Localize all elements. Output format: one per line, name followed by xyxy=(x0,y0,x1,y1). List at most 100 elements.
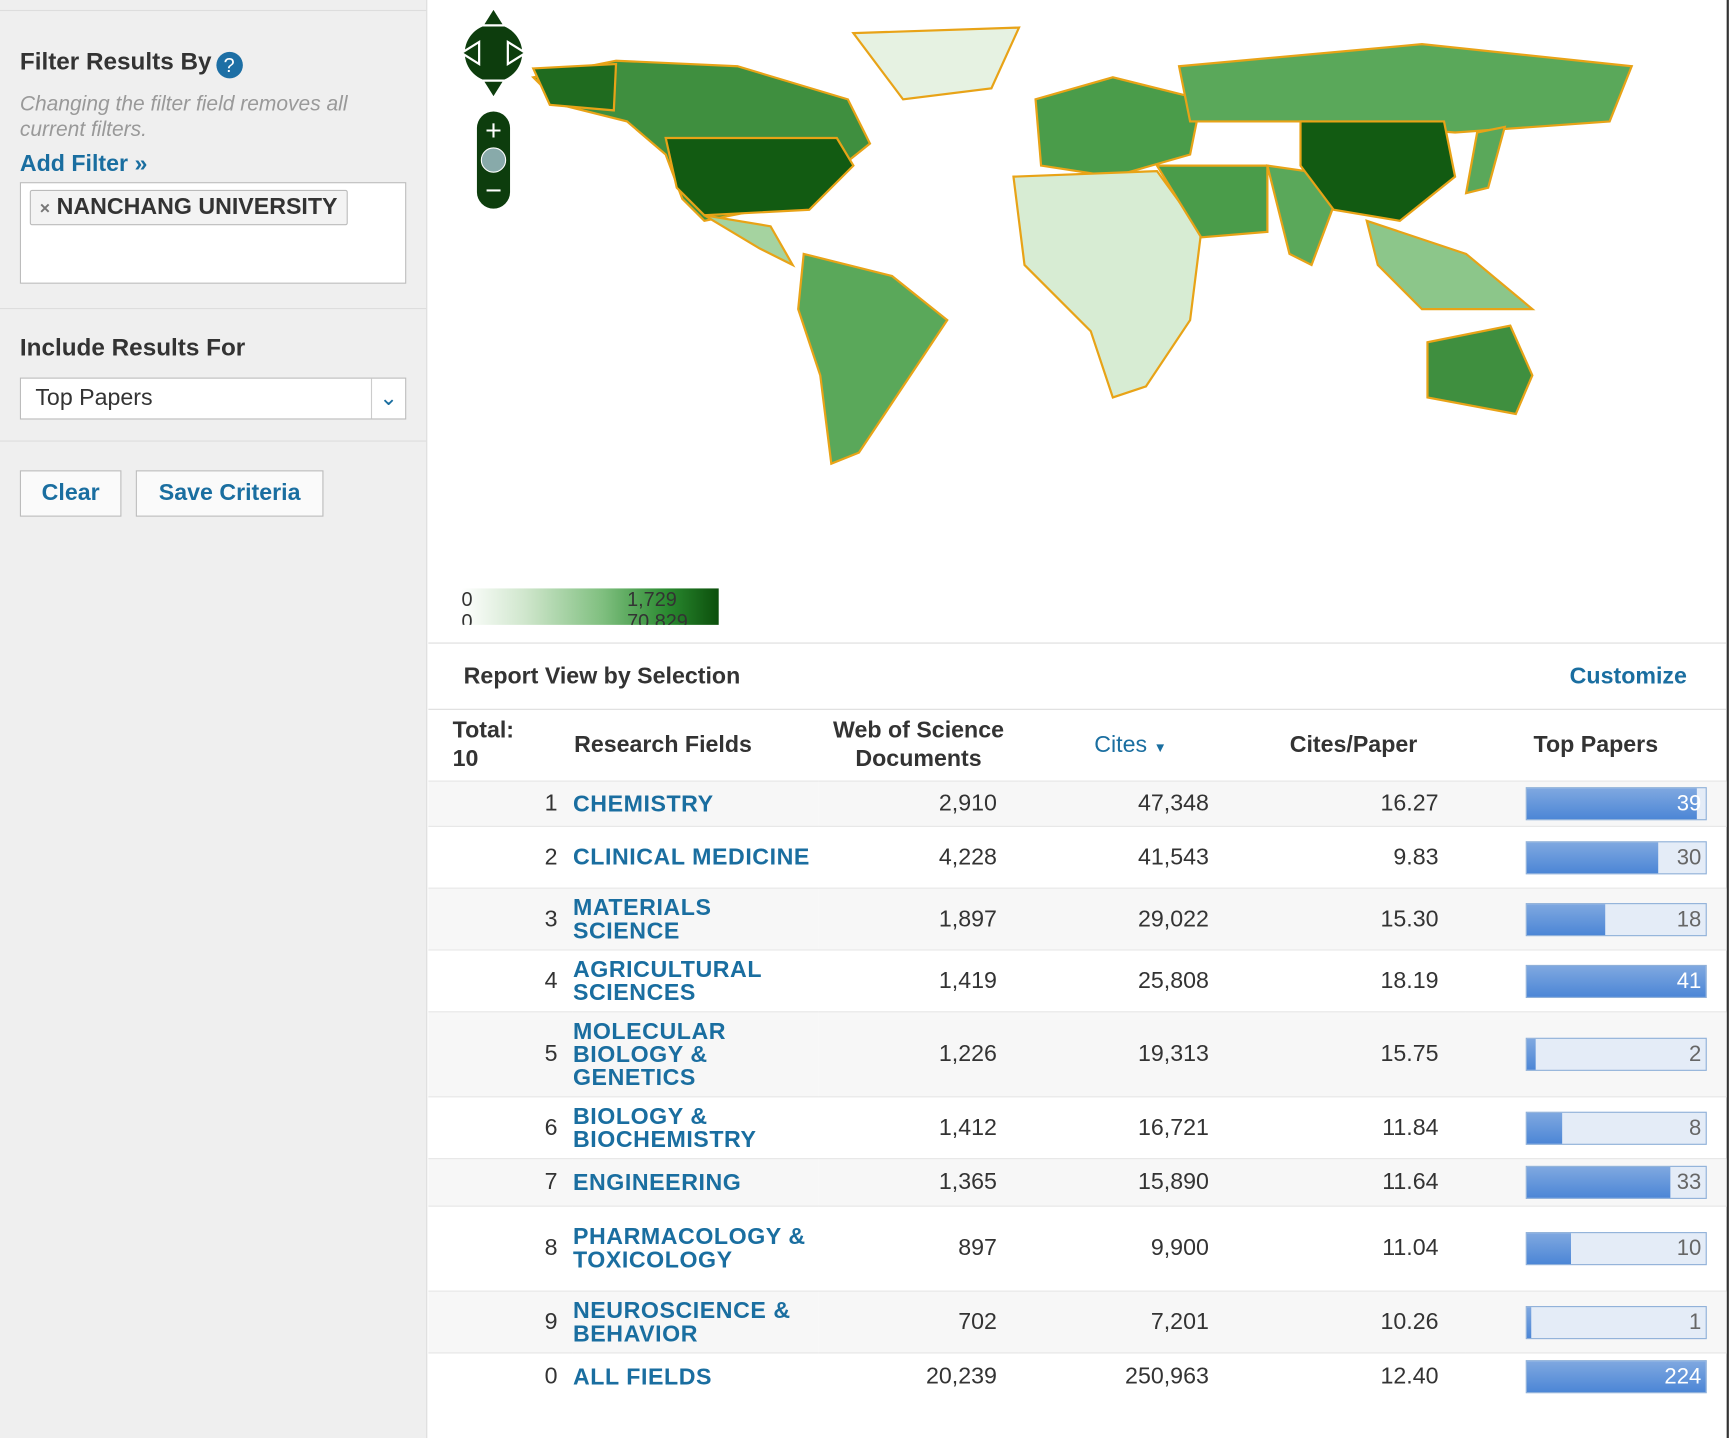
world-map[interactable]: + − 0 1,729 0 70,829 xyxy=(428,0,1727,644)
field-link[interactable]: MATERIALS SCIENCE xyxy=(572,887,819,950)
top-papers-cell[interactable]: 8 xyxy=(1465,1096,1727,1159)
header-docs[interactable]: Web of Science Documents xyxy=(833,717,1004,772)
top-papers-bar[interactable]: 8 xyxy=(1525,1111,1707,1145)
report-title: Report View by Selection xyxy=(463,663,741,689)
map-svg xyxy=(530,26,1634,466)
cites: 47,348 xyxy=(1018,780,1242,827)
sort-desc-icon: ▼ xyxy=(1153,739,1167,756)
header-top-papers[interactable]: Top Papers xyxy=(1533,731,1659,758)
top-papers-value: 2 xyxy=(1688,1042,1702,1067)
zoom-in-icon[interactable]: + xyxy=(485,115,502,147)
top-papers-value: 1 xyxy=(1688,1309,1702,1335)
usa xyxy=(664,136,855,217)
remove-icon[interactable]: × xyxy=(39,199,51,219)
header-fields[interactable]: Research Fields xyxy=(574,731,752,758)
pan-control[interactable] xyxy=(464,24,523,82)
include-select[interactable]: Top Papers ⌄ xyxy=(19,377,407,420)
field-link[interactable]: CHEMISTRY xyxy=(572,780,819,827)
cites-per-paper: 15.30 xyxy=(1242,887,1466,950)
docs: 2,910 xyxy=(818,780,1019,827)
field-link[interactable]: ENGINEERING xyxy=(572,1158,819,1207)
table-row: 7 ENGINEERING 1,365 15,890 11.64 33 xyxy=(428,1158,1727,1207)
help-icon[interactable]: ? xyxy=(215,51,243,79)
bar-fill xyxy=(1526,1361,1706,1393)
top-papers-bar[interactable]: 18 xyxy=(1525,902,1707,936)
cites: 16,721 xyxy=(1018,1096,1242,1159)
top-papers-bar[interactable]: 39 xyxy=(1525,787,1707,821)
field-link[interactable]: MOLECULAR BIOLOGY & GENETICS xyxy=(572,1011,819,1097)
top-papers-cell[interactable]: 224 xyxy=(1465,1352,1727,1401)
include-title: Include Results For xyxy=(19,333,246,362)
pan-left-icon[interactable] xyxy=(459,39,481,67)
rank: 6 xyxy=(428,1096,573,1159)
results-table: Total: 10 Research Fields Web of Science … xyxy=(428,710,1727,1401)
filter-box[interactable]: × NANCHANG UNIVERSITY xyxy=(19,181,407,284)
legend-max-2: 70,829 xyxy=(627,610,688,625)
europe xyxy=(1034,76,1203,178)
russia xyxy=(1177,43,1634,134)
top-papers-bar[interactable]: 1 xyxy=(1525,1305,1707,1339)
docs: 20,239 xyxy=(818,1352,1019,1401)
rank: 9 xyxy=(428,1290,573,1353)
top-papers-bar[interactable]: 33 xyxy=(1525,1165,1707,1199)
table-row: 5 MOLECULAR BIOLOGY & GENETICS 1,226 19,… xyxy=(428,1011,1727,1097)
map-controls[interactable]: + − xyxy=(459,3,528,213)
field-link[interactable]: CLINICAL MEDICINE xyxy=(572,825,819,889)
rank: 5 xyxy=(428,1011,573,1097)
zoom-out-icon[interactable]: − xyxy=(485,175,502,207)
top-papers-cell[interactable]: 2 xyxy=(1465,1011,1727,1097)
docs: 1,897 xyxy=(818,887,1019,950)
greenland xyxy=(851,26,1021,101)
globe-icon[interactable] xyxy=(480,147,507,173)
rank: 8 xyxy=(428,1205,573,1292)
filter-chip: × NANCHANG UNIVERSITY xyxy=(29,189,348,225)
cites-per-paper: 12.40 xyxy=(1242,1352,1466,1401)
top-papers-cell[interactable]: 39 xyxy=(1465,780,1727,827)
cites-per-paper: 9.83 xyxy=(1242,825,1466,889)
pan-down-icon[interactable] xyxy=(480,79,507,101)
save-criteria-button[interactable]: Save Criteria xyxy=(135,470,324,517)
docs: 702 xyxy=(818,1290,1019,1353)
clear-button[interactable]: Clear xyxy=(19,470,122,517)
top-papers-value: 39 xyxy=(1676,791,1702,816)
top-papers-cell[interactable]: 33 xyxy=(1465,1158,1727,1207)
legend-max: 1,729 xyxy=(627,588,677,611)
pan-right-icon[interactable] xyxy=(506,39,528,67)
table-row: 8 PHARMACOLOGY & TOXICOLOGY 897 9,900 11… xyxy=(428,1205,1727,1292)
top-papers-bar[interactable]: 224 xyxy=(1525,1360,1707,1394)
chevron-down-icon: ⌄ xyxy=(370,378,405,419)
table-row: 6 BIOLOGY & BIOCHEMISTRY 1,412 16,721 11… xyxy=(428,1096,1727,1159)
main-panel: + − 0 1,729 0 70,829 Report View by Sele… xyxy=(428,0,1729,1438)
pan-up-icon[interactable] xyxy=(480,5,507,27)
cites-per-paper: 18.19 xyxy=(1242,949,1466,1012)
top-papers-bar[interactable]: 41 xyxy=(1525,964,1707,998)
top-papers-cell[interactable]: 1 xyxy=(1465,1290,1727,1353)
cites: 15,890 xyxy=(1018,1158,1242,1207)
legend-min: 0 xyxy=(461,588,473,611)
top-papers-cell[interactable]: 18 xyxy=(1465,887,1727,950)
top-papers-bar[interactable]: 30 xyxy=(1525,840,1707,874)
table-row: 0 ALL FIELDS 20,239 250,963 12.40 224 xyxy=(428,1352,1727,1401)
customize-link[interactable]: Customize xyxy=(1569,663,1687,689)
se-asia xyxy=(1365,219,1536,311)
top-papers-bar[interactable]: 10 xyxy=(1525,1232,1707,1266)
field-link[interactable]: NEUROSCIENCE & BEHAVIOR xyxy=(572,1290,819,1353)
top-papers-cell[interactable]: 10 xyxy=(1465,1205,1727,1292)
header-cites[interactable]: Cites ▼ xyxy=(1094,731,1167,758)
central-america xyxy=(703,214,796,268)
top-papers-cell[interactable]: 30 xyxy=(1465,825,1727,889)
header-cites-per-paper[interactable]: Cites/Paper xyxy=(1289,731,1418,758)
top-papers-bar[interactable]: 2 xyxy=(1525,1037,1707,1071)
table-row: 4 AGRICULTURAL SCIENCES 1,419 25,808 18.… xyxy=(428,949,1727,1012)
africa xyxy=(1012,169,1203,399)
field-link[interactable]: PHARMACOLOGY & TOXICOLOGY xyxy=(572,1205,819,1292)
top-papers-value: 30 xyxy=(1676,845,1702,870)
cites-per-paper: 10.26 xyxy=(1242,1290,1466,1353)
field-link[interactable]: AGRICULTURAL SCIENCES xyxy=(572,949,819,1012)
table-row: 3 MATERIALS SCIENCE 1,897 29,022 15.30 1… xyxy=(428,887,1727,950)
add-filter-link[interactable]: Add Filter » xyxy=(19,150,148,177)
field-link[interactable]: BIOLOGY & BIOCHEMISTRY xyxy=(572,1096,819,1159)
top-papers-cell[interactable]: 41 xyxy=(1465,949,1727,1012)
filter-note: Changing the filter field removes all cu… xyxy=(19,92,348,142)
field-link[interactable]: ALL FIELDS xyxy=(572,1352,819,1401)
